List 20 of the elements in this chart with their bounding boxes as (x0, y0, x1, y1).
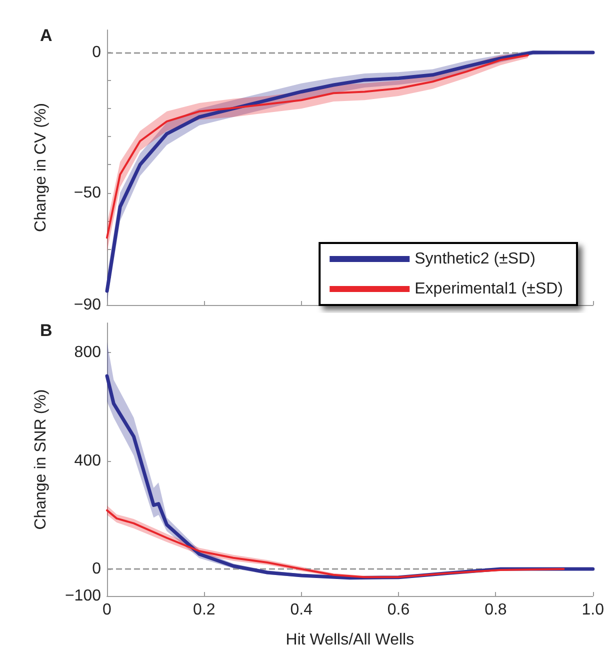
legend-label: Experimental1 (±SD) (414, 280, 564, 298)
y-tick-label: 400 (74, 452, 102, 470)
x-tick-label: 0.6 (387, 602, 410, 618)
chart-title: B (40, 321, 52, 340)
x-tick-label: 0 (102, 602, 112, 618)
y-axis-title: Change in CV (%) (32, 103, 50, 232)
x-tick-label: 0.2 (193, 602, 216, 618)
y-tick-label: 0 (92, 44, 102, 61)
legend-label: Synthetic2 (±SD) (414, 250, 536, 268)
y-tick-label: 800 (74, 344, 102, 362)
y-axis-title: Change in SNR (%) (32, 389, 50, 530)
chart-title: A (40, 26, 52, 45)
y-tick-label: −90 (74, 296, 102, 314)
x-axis-title: Hit Wells/All Wells (286, 632, 414, 648)
x-tick-label: 1.0 (582, 602, 604, 618)
x-tick-label: 0.8 (484, 602, 507, 618)
y-tick-label: 0 (92, 560, 102, 578)
y-tick-label: −100 (64, 588, 102, 604)
y-tick-label: −50 (74, 184, 102, 202)
x-tick-label: 0.4 (290, 602, 313, 618)
